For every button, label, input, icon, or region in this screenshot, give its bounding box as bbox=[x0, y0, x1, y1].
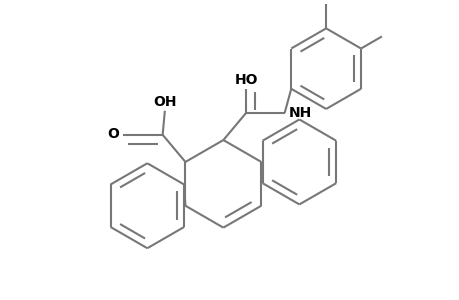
Text: HO: HO bbox=[234, 74, 257, 88]
Text: O: O bbox=[107, 127, 119, 141]
Text: OH: OH bbox=[153, 95, 176, 110]
Text: NH: NH bbox=[288, 106, 311, 120]
